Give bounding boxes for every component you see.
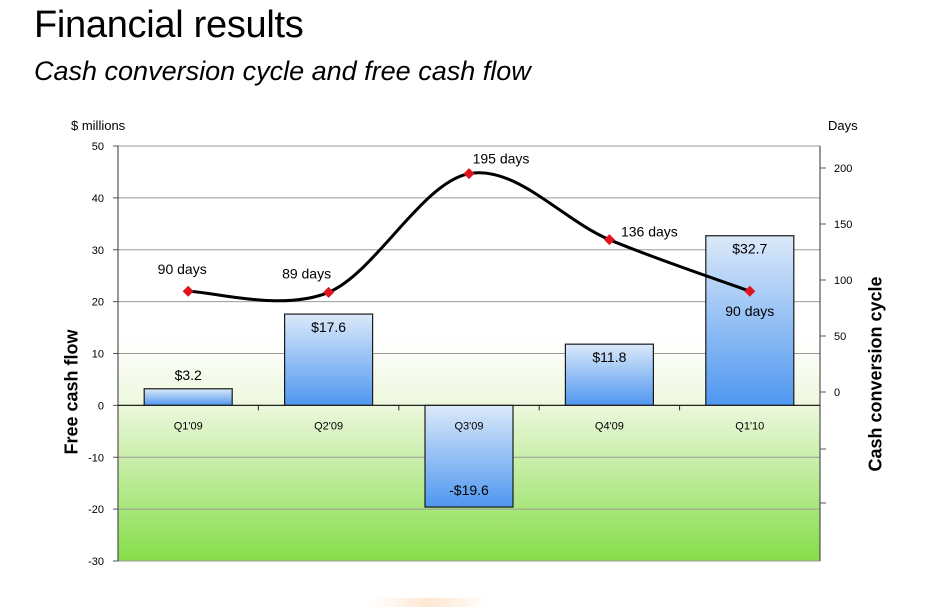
- left-tick-label: 40: [92, 193, 104, 205]
- left-axis-units: $ millions: [71, 118, 126, 133]
- category-label: Q1'09: [174, 420, 203, 432]
- bar: [424, 404, 514, 508]
- ccc-marker: [463, 168, 475, 180]
- ccc-value-label: 136 days: [621, 224, 678, 240]
- category-label: Q4'09: [595, 420, 624, 432]
- category-label: Q1'10: [735, 420, 764, 432]
- ccc-marker: [182, 285, 194, 297]
- right-tick-label: 50: [834, 331, 846, 343]
- ccc-value-label: 195 days: [473, 151, 530, 167]
- category-label: Q2'09: [314, 420, 343, 432]
- left-tick-label: -10: [88, 452, 104, 464]
- ccc-marker: [744, 285, 756, 297]
- right-tick-label: 200: [834, 163, 852, 175]
- left-tick-label: -30: [88, 556, 104, 568]
- left-tick-label: 20: [92, 297, 104, 309]
- left-tick-label: 50: [92, 141, 104, 153]
- bar: [705, 235, 795, 406]
- right-tick-label: 150: [834, 219, 852, 231]
- left-tick-label: 30: [92, 245, 104, 257]
- right-axis-units: Days: [828, 118, 858, 133]
- bar-value-label: $32.7: [732, 241, 767, 257]
- ccc-marker: [323, 286, 335, 298]
- bar: [284, 313, 374, 406]
- right-tick-label: 0: [834, 387, 840, 399]
- bar-value-label: $11.8: [592, 349, 626, 365]
- left-tick-label: 0: [98, 400, 104, 412]
- left-tick-label: 10: [92, 349, 104, 361]
- page-subtitle: Cash conversion cycle and free cash flow: [34, 56, 531, 86]
- left-tick-label: -20: [88, 504, 104, 516]
- right-tick-label: 100: [834, 275, 852, 287]
- bar-value-label: $17.6: [311, 319, 346, 335]
- footer-decoration: [370, 598, 490, 607]
- ccc-marker: [603, 234, 615, 246]
- bar: [143, 388, 233, 406]
- ccc-value-label: 90 days: [725, 303, 774, 319]
- ccc-value-label: 89 days: [282, 265, 331, 281]
- page-title: Financial results: [34, 4, 304, 46]
- category-label: Q3'09: [454, 420, 483, 432]
- bar: [564, 343, 655, 406]
- bar-value-label: -$19.6: [449, 482, 489, 498]
- bar-value-label: $3.2: [175, 367, 202, 383]
- ccc-value-label: 90 days: [158, 261, 207, 277]
